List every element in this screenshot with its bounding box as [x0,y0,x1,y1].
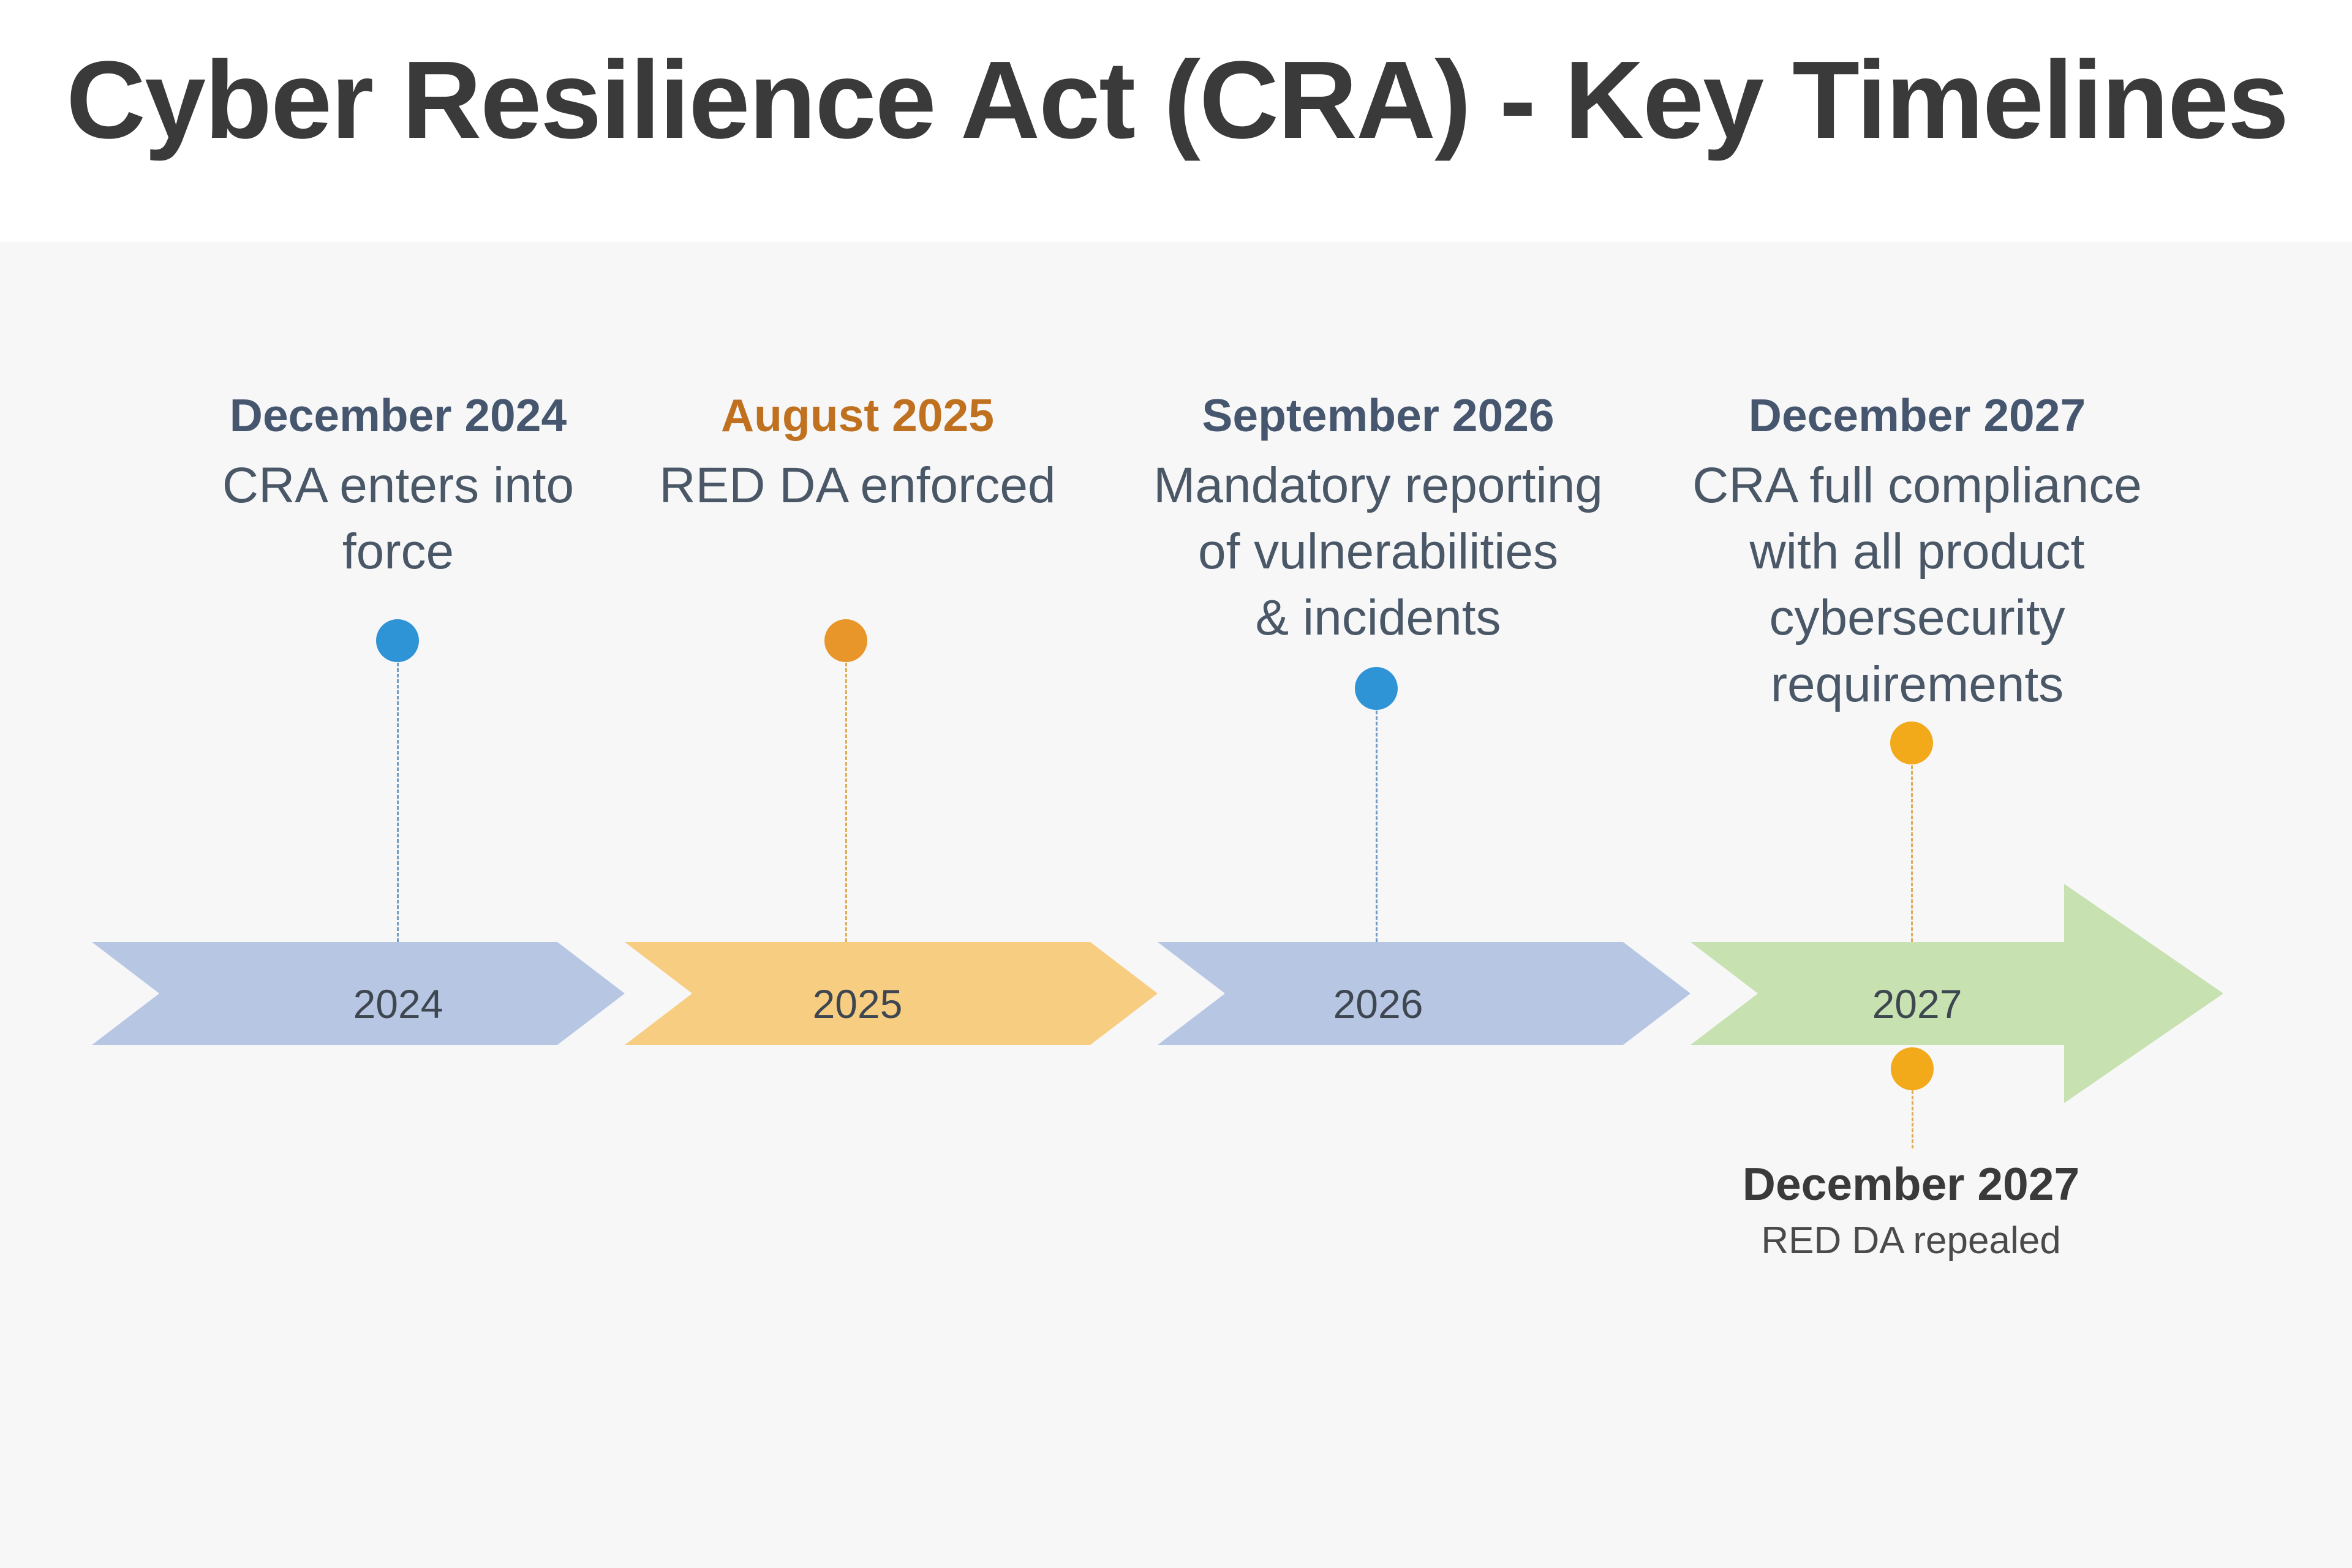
svg-text:2027: 2027 [1872,981,1962,1027]
svg-text:2025: 2025 [813,981,903,1027]
svg-text:2026: 2026 [1333,981,1423,1027]
svg-text:2024: 2024 [353,981,443,1027]
